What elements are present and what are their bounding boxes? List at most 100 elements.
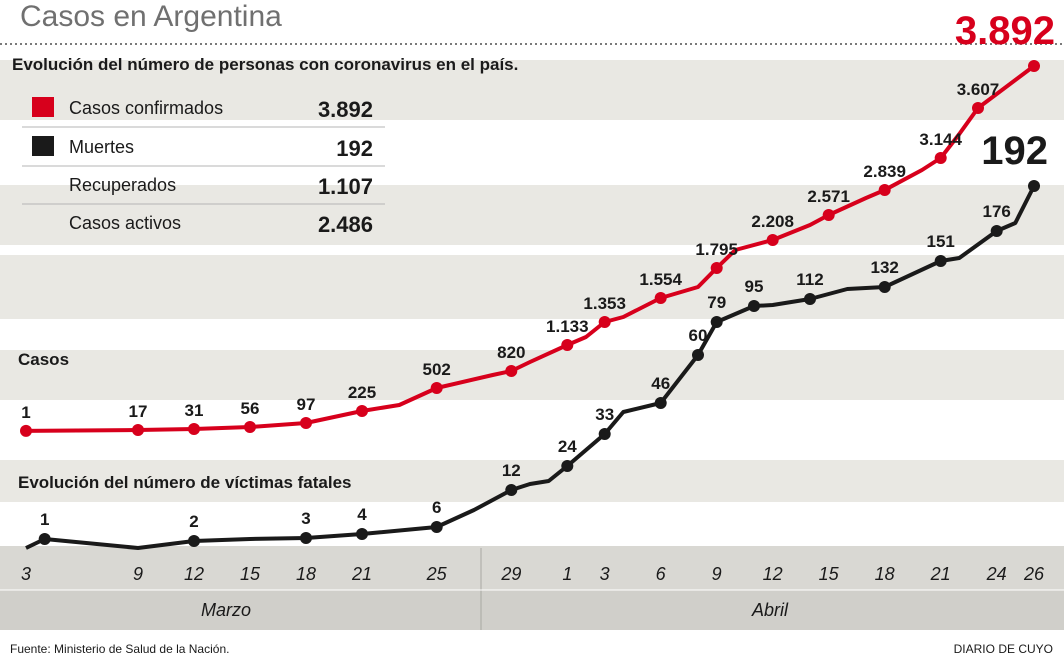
deaths-point (430, 521, 443, 533)
cases-point (654, 292, 667, 304)
cases-point (598, 316, 611, 328)
footer-source: Fuente: Ministerio de Salud de la Nación… (10, 642, 229, 656)
deaths-data-label: 176 (983, 202, 1011, 221)
cases-point (822, 209, 835, 221)
deaths-data-label: 6 (432, 498, 441, 517)
legend: Casos confirmados 3.892 Muertes 192 Recu… (22, 97, 385, 237)
deaths-point (1028, 180, 1040, 192)
deaths-data-label: 24 (558, 437, 577, 456)
deaths-data-label: 33 (595, 405, 614, 424)
cases-data-label: 1.353 (583, 294, 626, 313)
cases-data-label: 17 (129, 402, 148, 421)
cases-point (766, 234, 779, 246)
cases-data-label: 225 (348, 383, 376, 402)
deaths-data-label: 132 (871, 258, 899, 277)
section-label-victimas: Evolución del número de víctimas fatales (18, 473, 352, 492)
legend-label-active: Casos activos (69, 213, 181, 233)
deaths-point (598, 428, 611, 440)
x-tick-label: 15 (819, 564, 840, 584)
cases-data-label: 2.208 (751, 212, 794, 231)
deaths-point (38, 533, 51, 545)
month-label-abril: Abril (751, 600, 789, 620)
deaths-point (505, 484, 518, 496)
cases-data-label: 502 (423, 360, 451, 379)
x-tick-label: 6 (656, 564, 667, 584)
cases-data-label: 1.795 (695, 240, 738, 259)
cases-point (20, 424, 32, 437)
deaths-data-label: 95 (745, 277, 764, 296)
legend-label-deaths: Muertes (69, 137, 134, 157)
legend-value-deaths: 192 (336, 136, 373, 161)
cases-point (934, 152, 947, 164)
legend-swatch-deaths (32, 136, 54, 156)
deaths-point (990, 225, 1003, 237)
deaths-data-label: 3 (301, 509, 310, 528)
cases-point (878, 184, 891, 196)
series-cases: 1 17 31 56 97 225 502 820 1.133 1.353 1.554 1.795 2.… (20, 60, 1040, 437)
cases-data-label: 3.144 (919, 130, 962, 149)
x-tick-label: 9 (133, 564, 143, 584)
deaths-data-label: 2 (189, 512, 198, 531)
final-label-cases: 3.892 (955, 9, 1055, 53)
chart-title: Casos en Argentina (20, 0, 282, 33)
cases-point (561, 339, 574, 351)
band-victimas (0, 460, 1064, 502)
x-tick-label: 9 (712, 564, 722, 584)
x-tick-label: 18 (296, 564, 316, 584)
deaths-point (356, 528, 368, 540)
cases-data-label: 1 (21, 403, 30, 422)
cases-data-label: 820 (497, 343, 525, 362)
month-label-marzo: Marzo (201, 600, 251, 620)
deaths-data-label: 112 (796, 270, 823, 289)
band-mid (0, 255, 1064, 319)
deaths-data-label: 46 (651, 374, 670, 393)
cases-data-label: 1.554 (639, 270, 682, 289)
cases-data-label: 97 (297, 395, 316, 414)
deaths-point (934, 255, 947, 267)
deaths-point (878, 281, 891, 293)
cases-point (188, 423, 200, 435)
deaths-data-label: 1 (40, 510, 49, 529)
chart-subtitle: Evolución del número de personas con cor… (12, 55, 518, 74)
x-tick-label: 21 (351, 564, 372, 584)
cases-point (430, 382, 443, 394)
deaths-point (654, 397, 667, 409)
cases-point (505, 365, 518, 377)
x-tick-label: 3 (600, 564, 610, 584)
deaths-data-label: 12 (502, 461, 521, 480)
deaths-point (804, 293, 816, 305)
x-tick-label: 12 (763, 564, 783, 584)
cases-data-label: 2.839 (863, 162, 906, 181)
legend-swatch-cases (32, 97, 54, 117)
cases-line (25, 64, 1036, 433)
x-tick-label: 18 (875, 564, 895, 584)
x-tick-label: 24 (986, 564, 1007, 584)
band-months (0, 590, 1064, 630)
footer-publisher: DIARIO DE CUYO (954, 642, 1053, 656)
x-tick-label: 12 (184, 564, 204, 584)
cases-data-label: 31 (185, 401, 204, 420)
legend-value-recovered: 1.107 (318, 174, 373, 199)
deaths-point (188, 535, 200, 547)
x-tick-label: 21 (930, 564, 951, 584)
x-tick-label: 26 (1023, 564, 1045, 584)
deaths-data-label: 151 (927, 232, 955, 251)
cases-point (244, 421, 256, 433)
band-axis (0, 546, 1064, 590)
band-top (0, 60, 1064, 120)
legend-value-cases: 3.892 (318, 97, 373, 122)
legend-label-recovered: Recuperados (69, 175, 176, 195)
final-label-deaths: 192 (981, 129, 1048, 173)
x-tick-label: 1 (562, 564, 572, 584)
deaths-point (300, 532, 312, 544)
deaths-data-label: 4 (357, 505, 367, 524)
legend-label-cases: Casos confirmados (69, 98, 223, 118)
x-tick-label: 25 (426, 564, 448, 584)
section-label-casos: Casos (18, 350, 69, 369)
cases-data-label: 2.571 (807, 187, 850, 206)
cases-point (300, 417, 312, 429)
cases-point (1028, 60, 1040, 72)
cases-point (972, 102, 984, 114)
deaths-data-label: 60 (689, 326, 708, 345)
